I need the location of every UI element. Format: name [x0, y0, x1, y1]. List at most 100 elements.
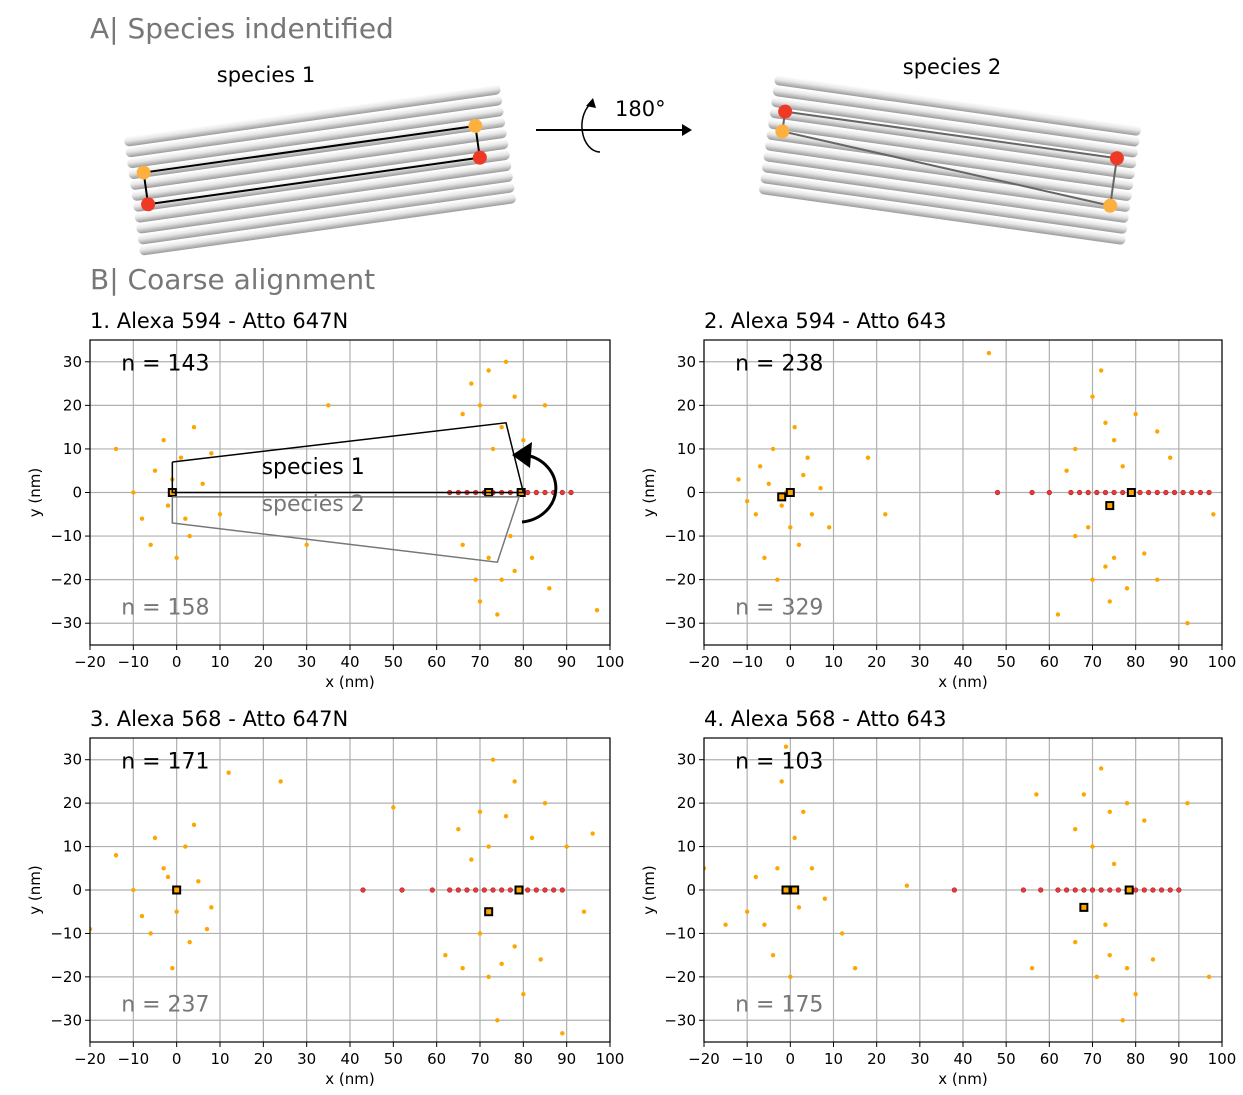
y-axis-label: y (nm): [640, 468, 658, 517]
point: [512, 568, 517, 574]
x-tick-label: 50: [997, 653, 1016, 671]
y-tick-label: 10: [63, 440, 82, 458]
point: [529, 835, 535, 841]
point: [477, 599, 483, 604]
square-point: [777, 492, 787, 502]
point: [1171, 489, 1178, 496]
point: [822, 896, 828, 901]
point: [1120, 489, 1126, 496]
point: [796, 542, 802, 547]
x-tick-label: 60: [427, 1050, 446, 1068]
point: [460, 965, 465, 971]
point: [456, 827, 461, 832]
point: [788, 974, 793, 980]
point: [187, 939, 192, 945]
y-tick-label: −30: [50, 1011, 82, 1029]
point: [1076, 489, 1083, 496]
x-tick-label: 100: [596, 1050, 625, 1068]
point: [1189, 489, 1195, 496]
point: [779, 503, 784, 508]
x-tick-label: 40: [340, 1050, 359, 1068]
point: [1103, 564, 1108, 569]
point: [525, 887, 531, 893]
rotation-arrow: [536, 98, 692, 153]
axes-frame: [89, 737, 611, 1043]
point: [161, 438, 166, 443]
rod: [762, 162, 1129, 223]
x-tick-label: 60: [427, 653, 446, 671]
point: [564, 844, 569, 849]
species-2-bundle: [759, 75, 1141, 245]
point: [1142, 551, 1147, 556]
point: [1180, 489, 1186, 496]
point: [559, 887, 565, 893]
x-tick-label: 80: [514, 1050, 533, 1068]
point: [486, 555, 491, 561]
annotation: species 1: [262, 455, 365, 480]
point: [469, 381, 474, 386]
point: [1120, 1018, 1125, 1023]
rod: [124, 84, 501, 147]
point: [508, 533, 513, 539]
y-tick-label: 20: [63, 396, 82, 414]
point: [1197, 489, 1204, 496]
point: [788, 525, 793, 530]
point: [1154, 489, 1160, 496]
point: [542, 887, 548, 893]
point: [744, 499, 750, 504]
point: [783, 744, 789, 749]
axes-frame: [703, 737, 1223, 1043]
x-tick-label: 0: [786, 1050, 796, 1068]
x-tick-label: 70: [1083, 653, 1102, 671]
point: [1034, 792, 1039, 797]
point: [477, 403, 483, 408]
point: [139, 913, 145, 919]
section-b-title: B| Coarse alignment: [90, 263, 375, 296]
point: [1085, 525, 1091, 530]
x-axis-label: x (nm): [938, 1070, 987, 1088]
point: [1073, 446, 1078, 452]
rotation-label: 180°: [615, 97, 666, 121]
rod: [763, 151, 1131, 212]
point: [200, 481, 205, 486]
point: [770, 952, 776, 958]
point: [1029, 489, 1035, 496]
point: [174, 909, 179, 914]
point: [560, 1031, 565, 1036]
point: [801, 809, 806, 815]
x-tick-label: −10: [731, 653, 763, 671]
outline: [171, 496, 521, 564]
point: [525, 489, 531, 496]
point: [1120, 464, 1125, 469]
point: [1072, 887, 1078, 893]
x-tick-label: 20: [867, 653, 886, 671]
y-tick-label: −20: [664, 571, 696, 589]
x-tick-label: 90: [557, 1050, 576, 1068]
point: [196, 879, 201, 884]
point: [744, 909, 750, 914]
point: [1098, 887, 1104, 893]
point: [792, 424, 797, 430]
point: [204, 926, 210, 932]
flip-arrow: [512, 442, 558, 524]
y-tick-label: 20: [677, 794, 696, 812]
point: [762, 922, 767, 927]
point: [1124, 965, 1130, 971]
point: [809, 512, 815, 517]
point: [1185, 621, 1190, 626]
x-tick-label: 20: [867, 1050, 886, 1068]
point: [1150, 887, 1156, 893]
y-tick-label: 20: [677, 396, 696, 414]
x-axis-label: x (nm): [938, 673, 987, 691]
point: [521, 438, 526, 443]
point: [1090, 394, 1095, 399]
point: [503, 359, 509, 364]
rod: [127, 106, 504, 169]
chart-title: 4. Alexa 568 - Atto 643: [704, 707, 947, 731]
square-point: [1126, 488, 1136, 497]
point: [1155, 577, 1160, 582]
y-tick-label: −20: [664, 968, 696, 986]
square-point: [1105, 501, 1115, 511]
point: [1133, 992, 1138, 997]
x-tick-label: 40: [953, 1050, 972, 1068]
